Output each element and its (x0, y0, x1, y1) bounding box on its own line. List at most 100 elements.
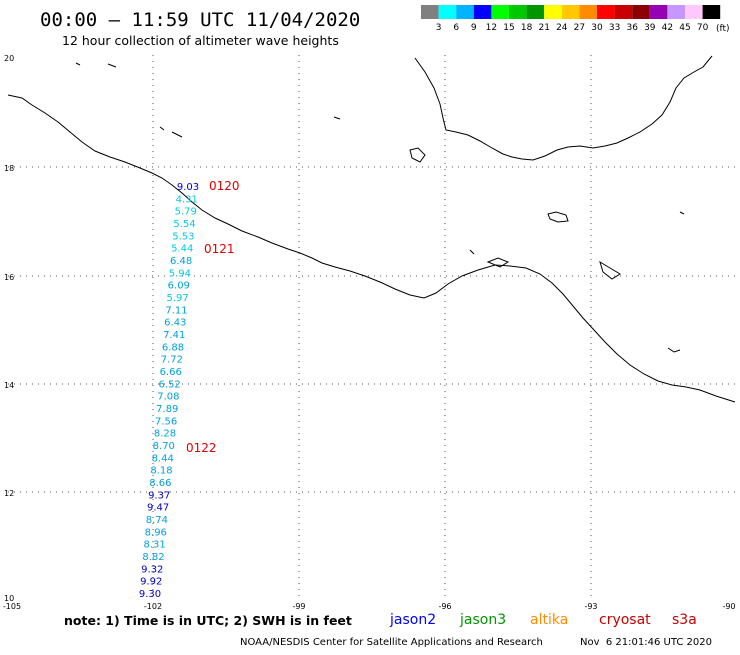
legend-swatch (579, 5, 597, 19)
wave-height-reading: 9.32 (141, 564, 163, 575)
legend-swatch (456, 5, 474, 19)
legend-swatch (685, 5, 703, 19)
wave-height-reading: 8.28 (154, 429, 176, 440)
satellite-cryosat: cryosat (599, 612, 651, 628)
wave-height-reading: 5.97 (166, 293, 188, 304)
legend-label: 70 (697, 23, 709, 33)
wave-height-reading: 4.31 (176, 194, 198, 205)
wave-height-reading: 8.82 (142, 552, 164, 563)
altimeter-track: 9.034.31 5.795.545.53 5.446.485.94 6.095.97… (139, 182, 199, 600)
pacific-coastline (7, 94, 736, 403)
wave-height-reading: 7.72 (161, 355, 183, 366)
wave-height-reading: 6.52 (158, 379, 180, 390)
footer-note: note: 1) Time is in UTC; 2) SWH is in fe… (64, 613, 352, 628)
legend-label: 39 (644, 23, 656, 33)
legend-label: 6 (453, 23, 459, 33)
legend-label: 33 (609, 23, 620, 33)
generation-timestamp: Nov 6 21:01:46 UTC 2020 (580, 637, 712, 648)
latitude-labels: 20 18 16 14 12 10 (4, 54, 14, 603)
wave-height-reading: 5.54 (173, 219, 195, 230)
legend-label: 36 (626, 23, 638, 33)
wave-height-reading: 8.70 (153, 441, 175, 452)
legend-label: 9 (471, 23, 477, 33)
map-subtitle: 12 hour collection of altimeter wave hei… (62, 33, 339, 48)
lon-tick-label: -90 (722, 602, 735, 611)
legend-label: 15 (503, 23, 514, 33)
legend-swatch (649, 5, 668, 19)
legend-label: 3 (436, 23, 442, 33)
legend-swatch (667, 5, 685, 19)
lon-tick-label: -93 (584, 602, 597, 611)
wave-height-reading: 7.41 (163, 330, 185, 341)
wave-height-reading: 7.56 (155, 416, 177, 427)
legend-label: 24 (556, 23, 568, 33)
wave-height-reading: 6.43 (164, 318, 186, 329)
wave-height-reading: 8.31 (143, 540, 165, 551)
wave-height-reading: 9.03 (177, 182, 199, 193)
coastline (7, 55, 736, 403)
graticule (8, 55, 735, 600)
legend-label: 18 (521, 23, 533, 33)
wave-height-reading: 6.48 (170, 256, 192, 267)
legend-swatch (526, 5, 545, 19)
legend-label: 45 (679, 23, 690, 33)
wave-height-reading: 5.79 (175, 207, 197, 218)
wave-height-reading: 9.30 (139, 589, 161, 600)
wave-height-reading: 8.74 (146, 515, 168, 526)
wave-height-reading: 6.66 (160, 367, 182, 378)
lon-tick-label: -96 (438, 602, 451, 611)
wave-height-reading: 9.92 (140, 577, 162, 588)
wave-height-reading: 7.08 (157, 392, 179, 403)
wave-height-reading: 7.89 (156, 404, 178, 415)
lat-tick-label: 16 (4, 273, 14, 282)
wave-height-reading: 5.44 (171, 244, 193, 255)
gulf-coastline (414, 55, 713, 161)
lat-tick-label: 10 (4, 594, 14, 603)
satellite-legend: jason2 jason3 altika cryosat s3a (389, 612, 697, 628)
map-title: 00:00 – 11:59 UTC 11/04/2020 (40, 9, 360, 31)
satellite-jason3: jason3 (459, 612, 506, 628)
wave-height-reading: 8.44 (152, 453, 174, 464)
legend-label: 42 (662, 23, 673, 33)
track-time-label: 0121 (204, 242, 235, 256)
lat-tick-label: 20 (4, 54, 14, 63)
legend-swatch (421, 5, 439, 19)
legend-unit: (ft) (716, 24, 730, 34)
wave-height-reading: 5.53 (172, 231, 194, 242)
longitude-labels: -105 -102 -99 -96 -93 -90 (3, 602, 736, 611)
islands (75, 62, 685, 353)
legend-swatch (438, 5, 457, 19)
lat-tick-label: 12 (4, 489, 14, 498)
legend-swatch (632, 5, 650, 19)
lon-tick-label: -102 (144, 602, 162, 611)
wave-height-reading: 9.47 (147, 503, 169, 514)
wave-height-reading: 9.37 (148, 490, 170, 501)
legend-swatch (702, 5, 721, 19)
legend-label: 21 (538, 23, 549, 33)
lon-tick-label: -99 (292, 602, 305, 611)
legend-swatch (491, 5, 509, 19)
lat-tick-label: 18 (4, 164, 14, 173)
track-time-label: 0122 (186, 441, 217, 455)
wave-height-legend: 3 6 9 12 15 18 21 24 27 30 33 36 39 42 45 70 (421, 5, 721, 33)
satellite-altika: altika (530, 612, 568, 628)
legend-swatch (597, 5, 615, 19)
satellite-s3a: s3a (672, 612, 697, 628)
wave-height-reading: 8.96 (145, 527, 167, 538)
legend-label: 27 (574, 23, 585, 33)
wave-height-reading: 6.88 (162, 342, 184, 353)
wave-height-reading: 6.09 (168, 281, 190, 292)
credit-line: NOAA/NESDIS Center for Satellite Applica… (240, 637, 543, 648)
legend-swatch (544, 5, 562, 19)
lon-tick-label: -105 (3, 602, 21, 611)
legend-label: 30 (591, 23, 603, 33)
track-time-labels: 0120 0121 0122 (186, 179, 240, 455)
legend-swatch (561, 5, 580, 19)
legend-swatch (509, 5, 527, 19)
wave-height-reading: 8.66 (149, 478, 171, 489)
wave-height-reading: 7.11 (165, 305, 187, 316)
legend-swatch (473, 5, 492, 19)
lat-tick-label: 14 (4, 381, 14, 390)
